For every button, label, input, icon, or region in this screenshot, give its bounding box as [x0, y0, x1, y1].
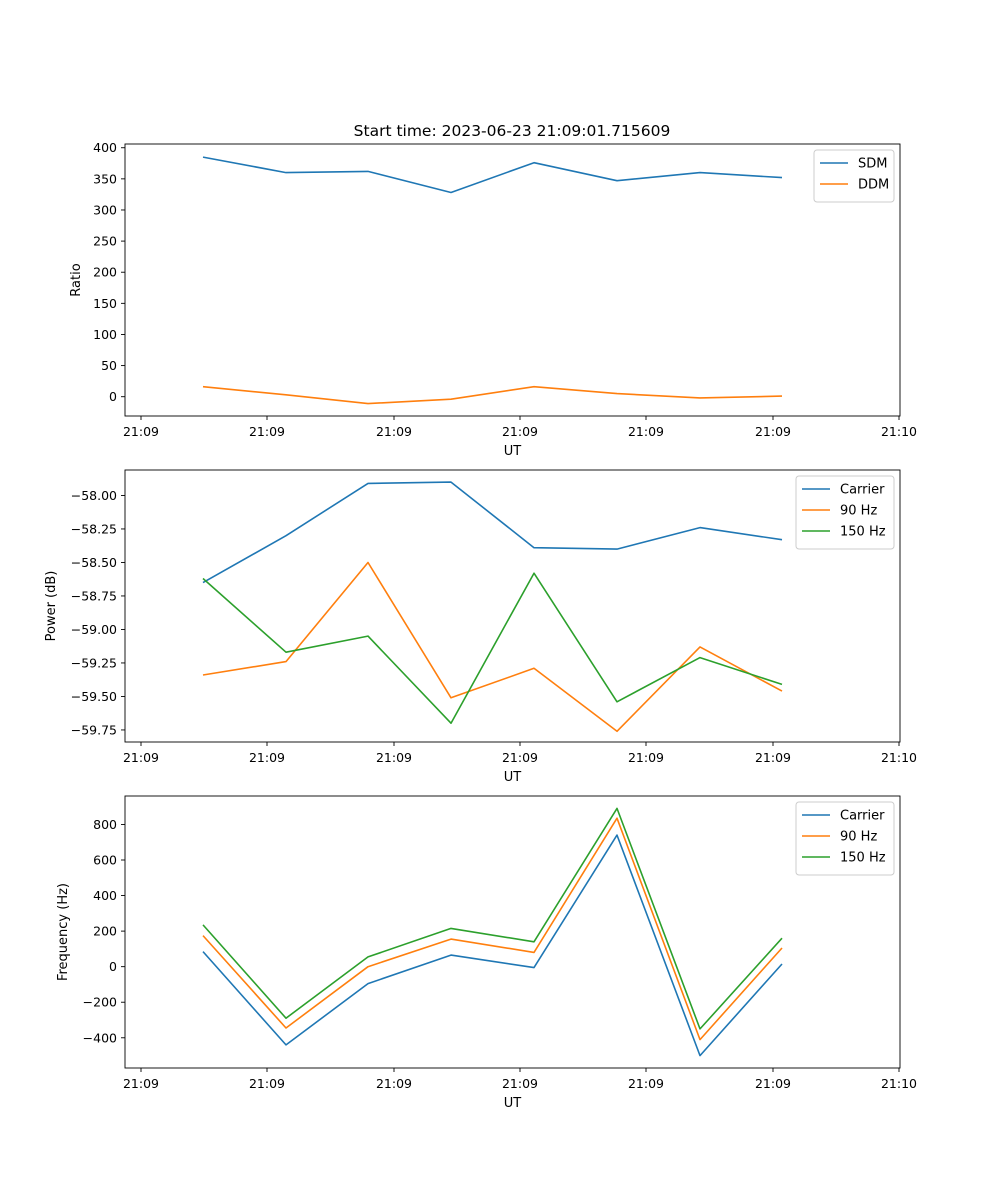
y-tick-label: −59.00 [71, 622, 117, 637]
y-tick-label: −400 [83, 1030, 117, 1045]
y-tick-label: 150 [93, 296, 117, 311]
x-tick-label: 21:09 [755, 424, 791, 439]
y-tick-label: 0 [109, 959, 117, 974]
x-tick-label: 21:09 [123, 424, 159, 439]
legend: Carrier 90 Hz 150 Hz [795, 801, 895, 876]
x-tick-label: 21:09 [376, 750, 412, 765]
x-tick-label: 21:09 [249, 750, 285, 765]
y-tick-label: 400 [93, 140, 117, 155]
x-tick-label: 21:09 [249, 424, 285, 439]
x-tick-label: 21:09 [628, 424, 664, 439]
legend-label: Carrier [840, 483, 885, 498]
y-tick-label: 50 [101, 358, 117, 373]
figure-title: Start time: 2023-06-23 21:09:01.715609 [354, 122, 671, 140]
y-tick-label: −58.75 [71, 588, 117, 603]
chart-panel-2: 21:09 21:09 21:09 21:09 21:09 21:09 21:10 −59.7… [44, 469, 917, 785]
x-axis-label: UT [504, 444, 522, 459]
y-tick-label: 800 [93, 817, 117, 832]
plot-frame [124, 143, 901, 417]
y-tick-label: 200 [93, 924, 117, 939]
legend: Carrier 90 Hz 150 Hz [795, 475, 895, 550]
x-tick-label: 21:09 [123, 750, 159, 765]
x-tick-label: 21:09 [628, 1076, 664, 1091]
y-tick-label: 0 [109, 389, 117, 404]
series-line-90-hz [202, 561, 783, 733]
x-tick-label: 21:09 [755, 750, 791, 765]
legend-label: SDM [858, 157, 887, 172]
x-tick-label: 21:09 [376, 424, 412, 439]
y-tick-label: 250 [93, 234, 117, 249]
y-tick-label: −59.75 [71, 722, 117, 737]
x-tick-label: 21:09 [502, 1076, 538, 1091]
legend-label: Carrier [840, 809, 885, 824]
plot-frame [124, 795, 901, 1069]
x-tick-label: 21:09 [502, 424, 538, 439]
plot-frame [124, 469, 901, 743]
series-line-carrier [202, 834, 783, 1057]
series-line-90-hz [202, 817, 783, 1041]
series-line-150-hz [202, 807, 783, 1030]
x-tick-label: 21:10 [881, 750, 917, 765]
y-tick-label: 200 [93, 265, 117, 280]
x-tick-label: 21:10 [881, 1076, 917, 1091]
y-axis-label: Frequency (Hz) [56, 883, 71, 981]
y-tick-label: −200 [83, 995, 117, 1010]
legend: SDM DDM [813, 149, 895, 203]
legend-label: 150 Hz [840, 851, 886, 866]
x-tick-label: 21:09 [123, 1076, 159, 1091]
y-tick-label: 300 [93, 202, 117, 217]
y-tick-label: 350 [93, 171, 117, 186]
y-tick-label: 100 [93, 327, 117, 342]
legend-label: 90 Hz [840, 504, 877, 519]
y-tick-label: 600 [93, 853, 117, 868]
x-axis-label: UT [504, 1096, 522, 1111]
y-axis-label: Power (dB) [44, 571, 59, 642]
y-tick-label: −59.50 [71, 689, 117, 704]
y-tick-label: −59.25 [71, 655, 117, 670]
y-tick-label: −58.50 [71, 555, 117, 570]
x-tick-label: 21:09 [249, 1076, 285, 1091]
series-line-carrier [202, 481, 783, 584]
x-tick-label: 21:09 [628, 750, 664, 765]
y-tick-label: −58.00 [71, 488, 117, 503]
y-axis-label: Ratio [69, 263, 84, 296]
y-tick-label: −58.25 [71, 521, 117, 536]
series-line-ddm [202, 385, 783, 405]
x-tick-label: 21:09 [376, 1076, 412, 1091]
legend-label: 90 Hz [840, 830, 877, 845]
series-line-sdm [202, 156, 783, 194]
y-tick-label: 400 [93, 888, 117, 903]
x-tick-label: 21:10 [881, 424, 917, 439]
series-line-150-hz [202, 572, 783, 725]
legend-label: 150 Hz [840, 525, 886, 540]
x-axis-label: UT [504, 770, 522, 785]
chart-panel-1: 21:09 21:09 21:09 21:09 21:09 21:09 21:10 0 50 10… [69, 140, 917, 459]
legend-label: DDM [858, 178, 889, 193]
x-tick-label: 21:09 [502, 750, 538, 765]
x-tick-label: 21:09 [755, 1076, 791, 1091]
chart-panel-3: 21:09 21:09 21:09 21:09 21:09 21:09 21:10 −400 −… [56, 795, 917, 1111]
